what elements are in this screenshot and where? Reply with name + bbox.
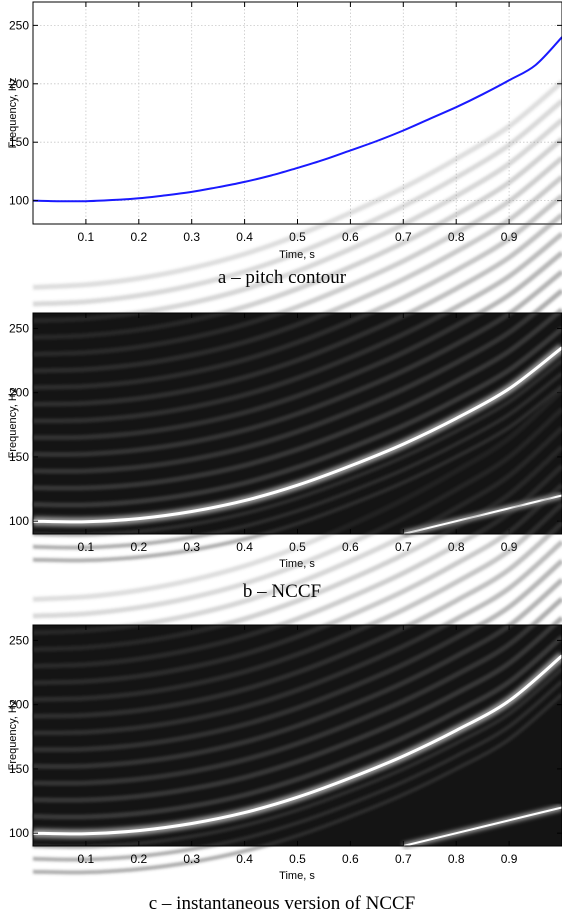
- y-tick-label: 100: [9, 194, 29, 208]
- heatmap-band: [32, 597, 562, 786]
- y-tick-label: 100: [9, 514, 29, 528]
- ticks: 0.1 0.2 0.3 0.4 0.5 0.6 0.7 0.8 0.9 100 150 200 250: [9, 625, 562, 866]
- heatmap-band: [32, 117, 562, 324]
- grid: [33, 2, 562, 224]
- y-tick-label: 200: [9, 77, 29, 91]
- heatmap-band: [32, 559, 562, 753]
- heatmap-band: [32, 307, 562, 491]
- heatmap-band: [32, 155, 562, 357]
- heatmap-band: [32, 80, 562, 290]
- main-ridge: [32, 654, 562, 836]
- panel-pitch-contour: 0.1 0.2 0.3 0.4 0.5 0.6 0.7 0.8 0.9100150200250 …: [7, 1, 562, 288]
- x-tick-label: 0.9: [501, 852, 518, 866]
- y-tick-label: 150: [9, 450, 29, 464]
- heatmap-band: [32, 388, 562, 602]
- y-tick-label: 150: [9, 762, 29, 776]
- heatmap-band: [32, 464, 562, 669]
- heatmap-band: [32, 634, 562, 820]
- x-tick-label: 0.2: [130, 230, 147, 244]
- heatmap-bands: [32, 80, 562, 563]
- y-tick-label: 250: [9, 18, 29, 32]
- heatmap-band: [32, 540, 562, 736]
- x-tick-label: 0.4: [236, 230, 253, 244]
- y-axis-label: Frequency, Hz: [7, 700, 19, 771]
- x-tick-label: 0.3: [183, 230, 200, 244]
- x-tick-label: 0.2: [130, 852, 147, 866]
- heatmap-band: [32, 358, 562, 537]
- x-tick-label: 0.8: [448, 852, 465, 866]
- x-tick-label: 0.5: [289, 852, 306, 866]
- heatmap-band: [32, 98, 562, 307]
- y-tick-label: 250: [9, 633, 29, 647]
- heatmap-band: [32, 578, 562, 769]
- caption-c: c – instantaneous version of NCCF: [149, 893, 416, 914]
- x-tick-label: 0.1: [78, 540, 95, 554]
- heatmap-band: [32, 371, 562, 550]
- heatmap-band: [32, 445, 562, 652]
- heatmap-band: [32, 521, 562, 719]
- x-axis-label: Time, s: [279, 870, 315, 882]
- main-ridge: [32, 346, 562, 524]
- x-tick-label: 0.4: [236, 852, 253, 866]
- heatmap-ridges: [32, 344, 562, 537]
- heatmap-band: [32, 136, 562, 340]
- heatmap-band: [32, 384, 562, 563]
- x-tick-label: 0.6: [342, 852, 359, 866]
- heatmap-band: [32, 667, 562, 849]
- secondary-ridge: [403, 806, 562, 847]
- heatmap-band: [32, 212, 562, 407]
- x-tick-label: 0.3: [183, 852, 200, 866]
- y-tick-label: 200: [9, 698, 29, 712]
- secondary-ridge: [403, 494, 562, 535]
- heatmap-band: [32, 692, 562, 875]
- heatmap-band: [32, 193, 562, 390]
- heatmap-band: [32, 407, 562, 619]
- series: [32, 36, 562, 203]
- heatmap-band: [32, 326, 562, 508]
- y-tick-label: 150: [9, 135, 29, 149]
- heatmap-band: [32, 615, 562, 803]
- heatmap-band: [32, 174, 562, 374]
- pitch-contour-line: [32, 36, 562, 203]
- heatmap-bands: [32, 388, 562, 875]
- heatmap-band: [32, 231, 562, 424]
- y-tick-label: 100: [9, 826, 29, 840]
- y-tick-label: 200: [9, 386, 29, 400]
- x-tick-label: 0.7: [395, 852, 412, 866]
- x-tick-label: 0.3: [183, 540, 200, 554]
- heatmap-band: [32, 288, 562, 474]
- heatmap-band: [32, 269, 562, 457]
- heatmap-ridges: [32, 652, 562, 849]
- y-tick-label: 250: [9, 321, 29, 335]
- heatmap-band: [32, 502, 562, 702]
- y-axis-label: Frequency, Hz: [7, 388, 19, 459]
- x-tick-label: 0.1: [78, 230, 95, 244]
- heatmap-band: [32, 679, 562, 862]
- x-tick-label: 0.1: [78, 852, 95, 866]
- y-axis-label: Frequency, Hz: [7, 78, 19, 149]
- heatmap-band: [32, 426, 562, 636]
- heatmap-band: [32, 483, 562, 686]
- panel-instantaneous-nccf: 0.1 0.2 0.3 0.4 0.5 0.6 0.7 0.8 0.9100150200250 …: [7, 388, 562, 914]
- x-tick-label: 0.2: [130, 540, 147, 554]
- plot-area: [33, 2, 562, 224]
- x-tick-label: 0.4: [236, 540, 253, 554]
- heatmap-band: [32, 250, 562, 441]
